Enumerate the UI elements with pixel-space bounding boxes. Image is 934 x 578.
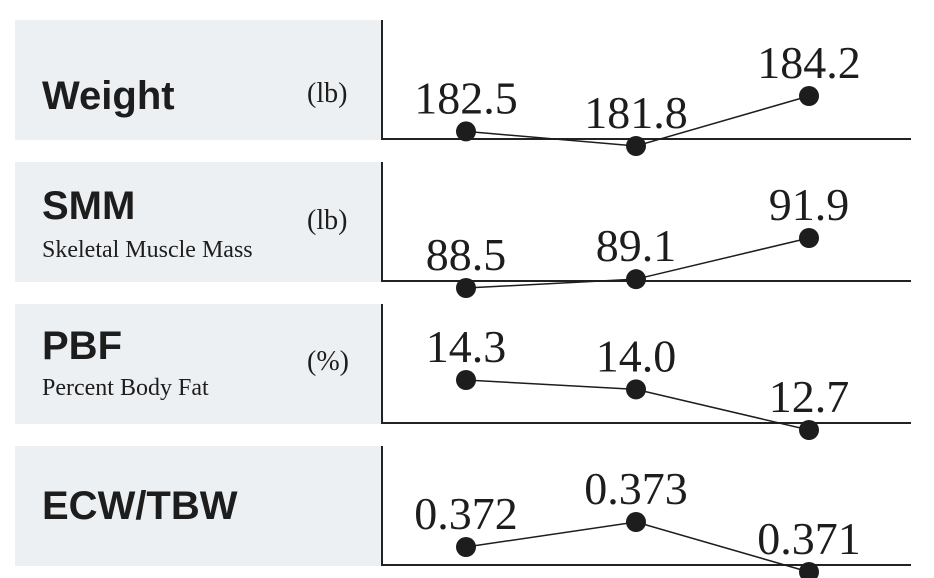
axis-vertical <box>381 446 383 566</box>
metric-title: SMM <box>42 184 136 228</box>
data-label: 14.3 <box>426 321 507 372</box>
data-label: 89.1 <box>596 220 677 271</box>
data-point <box>456 370 476 390</box>
data-label: 181.8 <box>584 87 688 138</box>
metric-label-panel <box>15 446 381 566</box>
data-point <box>456 278 476 298</box>
axis-horizontal <box>381 564 911 566</box>
data-label: 0.373 <box>584 463 688 514</box>
data-label: 14.0 <box>596 330 677 381</box>
metric-row-ecw-tbw: ECW/TBW <box>0 446 934 566</box>
data-point <box>799 420 819 440</box>
metric-label-panel <box>15 20 381 140</box>
data-label: 182.5 <box>414 72 518 123</box>
data-point <box>626 269 646 290</box>
axis-horizontal <box>381 422 911 424</box>
metric-title: ECW/TBW <box>42 484 238 528</box>
data-point <box>626 379 646 400</box>
axis-horizontal <box>381 280 911 282</box>
data-point <box>456 537 476 557</box>
metric-row-smm: SMM Skeletal Muscle Mass (lb) <box>0 162 934 282</box>
metric-row-pbf: PBF Percent Body Fat (%) <box>0 304 934 424</box>
data-point <box>799 86 819 106</box>
axis-vertical <box>381 304 383 424</box>
data-point <box>456 121 476 142</box>
data-point <box>626 512 646 532</box>
axis-vertical <box>381 162 383 282</box>
metric-title: Weight <box>42 74 175 118</box>
metric-label-panel <box>15 304 381 424</box>
data-point <box>799 228 819 248</box>
metric-unit: (lb) <box>307 205 348 236</box>
metric-unit: (lb) <box>307 78 348 109</box>
data-label: 0.372 <box>414 488 518 539</box>
data-label: 88.5 <box>426 229 507 280</box>
metric-title: PBF <box>42 324 122 368</box>
metric-label-panel <box>15 162 381 282</box>
axis-vertical <box>381 20 383 140</box>
metric-unit: (%) <box>307 346 349 377</box>
data-label: 184.2 <box>757 37 861 88</box>
metric-subtitle: Percent Body Fat <box>42 375 209 401</box>
data-label: 0.371 <box>757 513 861 564</box>
axis-horizontal <box>381 138 911 140</box>
data-label: 12.7 <box>769 371 850 422</box>
metric-subtitle: Skeletal Muscle Mass <box>42 237 253 263</box>
data-point <box>799 562 819 578</box>
data-point <box>626 136 646 156</box>
metric-row-weight: Weight (lb) <box>0 20 934 140</box>
data-label: 91.9 <box>769 179 850 230</box>
